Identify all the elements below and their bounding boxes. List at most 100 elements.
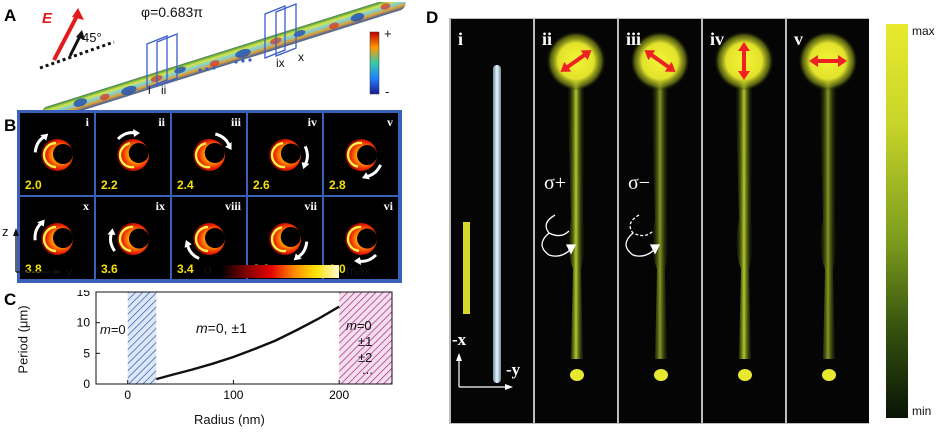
cell-roman-label: ix xyxy=(155,199,165,213)
cell-value-label: 3.6 xyxy=(101,262,118,276)
panel-b-cell-v: v 2.8 xyxy=(324,113,398,195)
cell-value-label: 2.6 xyxy=(253,178,270,192)
intensity-crescent xyxy=(269,223,309,261)
period-curve xyxy=(155,305,340,381)
intensity-crescent xyxy=(116,129,149,171)
colorbar-b-min: 0 xyxy=(204,263,212,278)
cell-roman-label: iv xyxy=(307,115,317,129)
cell-roman-label: vi xyxy=(383,199,393,213)
polarization-arrow-icon xyxy=(738,42,750,80)
colorbar-b-max: max xyxy=(346,263,371,278)
panel-d-cell-ii: ii xyxy=(535,19,617,423)
scale-bar xyxy=(463,222,470,314)
guided-light xyxy=(819,79,837,359)
panel-a-figure xyxy=(39,2,406,112)
panel-d-roman-label: iv xyxy=(710,29,725,49)
panel-d-cell-i: i xyxy=(451,19,533,423)
slice-plane-i xyxy=(146,35,168,89)
colorbar-b xyxy=(221,265,339,278)
region-blue-hatch xyxy=(127,292,157,384)
slice-label-x: x xyxy=(298,50,304,64)
field-arrow-head xyxy=(72,8,84,20)
slice-label-ix: ix xyxy=(276,56,285,70)
guided-light xyxy=(567,79,585,359)
nanowire xyxy=(493,65,501,383)
angle-arrow-head xyxy=(76,30,85,40)
colorbar-minus: - xyxy=(385,84,390,99)
sigma-plus-label: σ+ xyxy=(544,172,567,194)
panel-d-roman-label: iii xyxy=(626,29,642,49)
panel-b-cell-ii: ii 2.2 xyxy=(96,113,170,195)
panel-b-cell-x: x 3.8 xyxy=(20,197,94,279)
reference-dotted-line xyxy=(39,40,115,70)
x-axis-label: Radius (nm) xyxy=(194,412,265,427)
cell-value-label: 2.2 xyxy=(101,178,118,192)
region-mid-label: m=0, ±1 xyxy=(196,320,247,336)
y-axis-label: Period (μm) xyxy=(15,305,31,374)
intensity-crescent xyxy=(107,223,150,255)
colorbar-d xyxy=(886,24,908,418)
slice-plane-x xyxy=(275,3,297,57)
colorbar-d-max: max xyxy=(912,24,935,38)
panel-d-roman-label: i xyxy=(458,29,464,49)
rotation-arrow-icon xyxy=(214,132,232,151)
cell-roman-label: v xyxy=(387,115,393,129)
intensity-crescent xyxy=(345,223,378,265)
chart-frame xyxy=(95,291,393,385)
cell-roman-label: x xyxy=(83,199,89,213)
sigma-minus-label: σ− xyxy=(628,172,651,194)
angle-arrow xyxy=(68,35,82,57)
field-label: E xyxy=(42,10,53,27)
cell-roman-label: vii xyxy=(304,199,317,213)
phase-label: φ=0.683π xyxy=(141,4,203,20)
output-spot xyxy=(822,369,836,381)
intensity-crescent xyxy=(184,223,225,260)
rotation-arrow-icon xyxy=(33,219,45,241)
slice-plane-ii xyxy=(156,33,178,87)
intensity-crescent xyxy=(33,133,73,171)
rotation-arrow-icon xyxy=(361,164,382,180)
guided-light xyxy=(735,79,753,359)
rotation-arrow-icon xyxy=(116,129,140,141)
panel-d-roman-label: v xyxy=(794,29,803,49)
rotation-arrow-icon xyxy=(293,241,309,261)
panel-c-label: C xyxy=(4,290,17,309)
panel-d-label: D xyxy=(426,8,439,27)
cell-roman-label: iii xyxy=(230,115,241,129)
slice-plane-ix xyxy=(264,5,286,59)
region-left-label: m=0 xyxy=(100,322,126,337)
angle-label: 45° xyxy=(82,30,102,45)
cell-roman-label: i xyxy=(85,115,89,129)
panel-a-colorbar xyxy=(369,31,380,95)
output-spot xyxy=(570,369,584,381)
x-tick-label: 200 xyxy=(329,388,349,402)
axis-y-label-d: -y xyxy=(506,360,521,379)
field-arrow xyxy=(52,13,80,61)
panel-b-label: B xyxy=(4,116,17,135)
panel-b-cell-iv: iv 2.6 xyxy=(248,113,322,195)
circular-polarization-icon xyxy=(541,214,577,257)
panel-b-cell-iii: iii 2.4 xyxy=(172,113,246,195)
y-tick-label: 0 xyxy=(83,377,90,391)
intensity-crescent xyxy=(33,219,73,255)
x-tick-label: 100 xyxy=(223,388,243,402)
guided-light xyxy=(651,79,669,359)
rotation-arrow-icon xyxy=(354,253,378,265)
slice-label-i: i xyxy=(148,83,151,97)
colorbar-d-min: min xyxy=(912,404,932,418)
y-tick-label: 5 xyxy=(83,346,90,360)
panel-d-roman-label: ii xyxy=(542,29,553,49)
panel-d-cell-iii: iii xyxy=(619,19,701,423)
circular-polarization-icon xyxy=(625,214,661,257)
polarization-arrow-icon xyxy=(560,50,592,72)
polarization-arrow-icon xyxy=(809,55,847,67)
colorbar-plus: + xyxy=(384,26,392,41)
period-radius-chart: 0 100 200 0 5 10 15 xyxy=(77,290,393,402)
region-pink-hatch xyxy=(339,292,392,384)
panel-b-cell-i: i 2.0 xyxy=(20,113,94,195)
panel-d-cell-v: v xyxy=(787,19,869,423)
output-spot xyxy=(654,369,668,381)
slice-label-ii: ii xyxy=(161,83,167,97)
rotation-arrow-icon xyxy=(301,145,310,170)
y-tick-label: 10 xyxy=(77,316,91,330)
